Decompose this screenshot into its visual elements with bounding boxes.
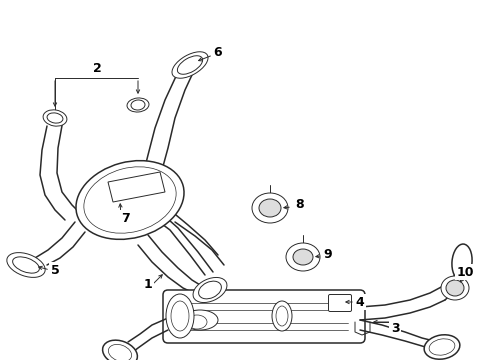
Ellipse shape: [259, 199, 281, 217]
Ellipse shape: [172, 52, 207, 78]
Ellipse shape: [271, 301, 291, 331]
Ellipse shape: [440, 276, 468, 300]
Text: 10: 10: [455, 266, 473, 279]
Ellipse shape: [13, 257, 40, 273]
Text: 1: 1: [143, 279, 152, 292]
Ellipse shape: [451, 244, 471, 280]
Text: 8: 8: [295, 198, 304, 211]
Ellipse shape: [193, 278, 226, 302]
Ellipse shape: [165, 294, 194, 338]
Text: 3: 3: [390, 321, 399, 334]
Text: 2: 2: [92, 62, 101, 75]
Ellipse shape: [182, 310, 218, 330]
FancyBboxPatch shape: [328, 294, 351, 311]
FancyBboxPatch shape: [163, 290, 364, 343]
Text: 6: 6: [213, 45, 222, 58]
Ellipse shape: [423, 335, 459, 359]
Ellipse shape: [47, 113, 63, 123]
Text: 9: 9: [323, 248, 332, 261]
Ellipse shape: [127, 98, 149, 112]
Ellipse shape: [292, 249, 312, 265]
Ellipse shape: [445, 280, 463, 296]
Ellipse shape: [285, 243, 319, 271]
Ellipse shape: [76, 161, 183, 239]
Text: 4: 4: [355, 296, 364, 309]
Ellipse shape: [7, 253, 45, 278]
Text: 2: 2: [92, 62, 101, 75]
Text: 7: 7: [121, 211, 129, 225]
Ellipse shape: [177, 56, 202, 74]
Ellipse shape: [43, 110, 67, 126]
Ellipse shape: [131, 100, 144, 110]
Ellipse shape: [251, 193, 287, 223]
Ellipse shape: [102, 340, 137, 360]
Polygon shape: [108, 172, 164, 202]
Text: 5: 5: [51, 264, 59, 276]
